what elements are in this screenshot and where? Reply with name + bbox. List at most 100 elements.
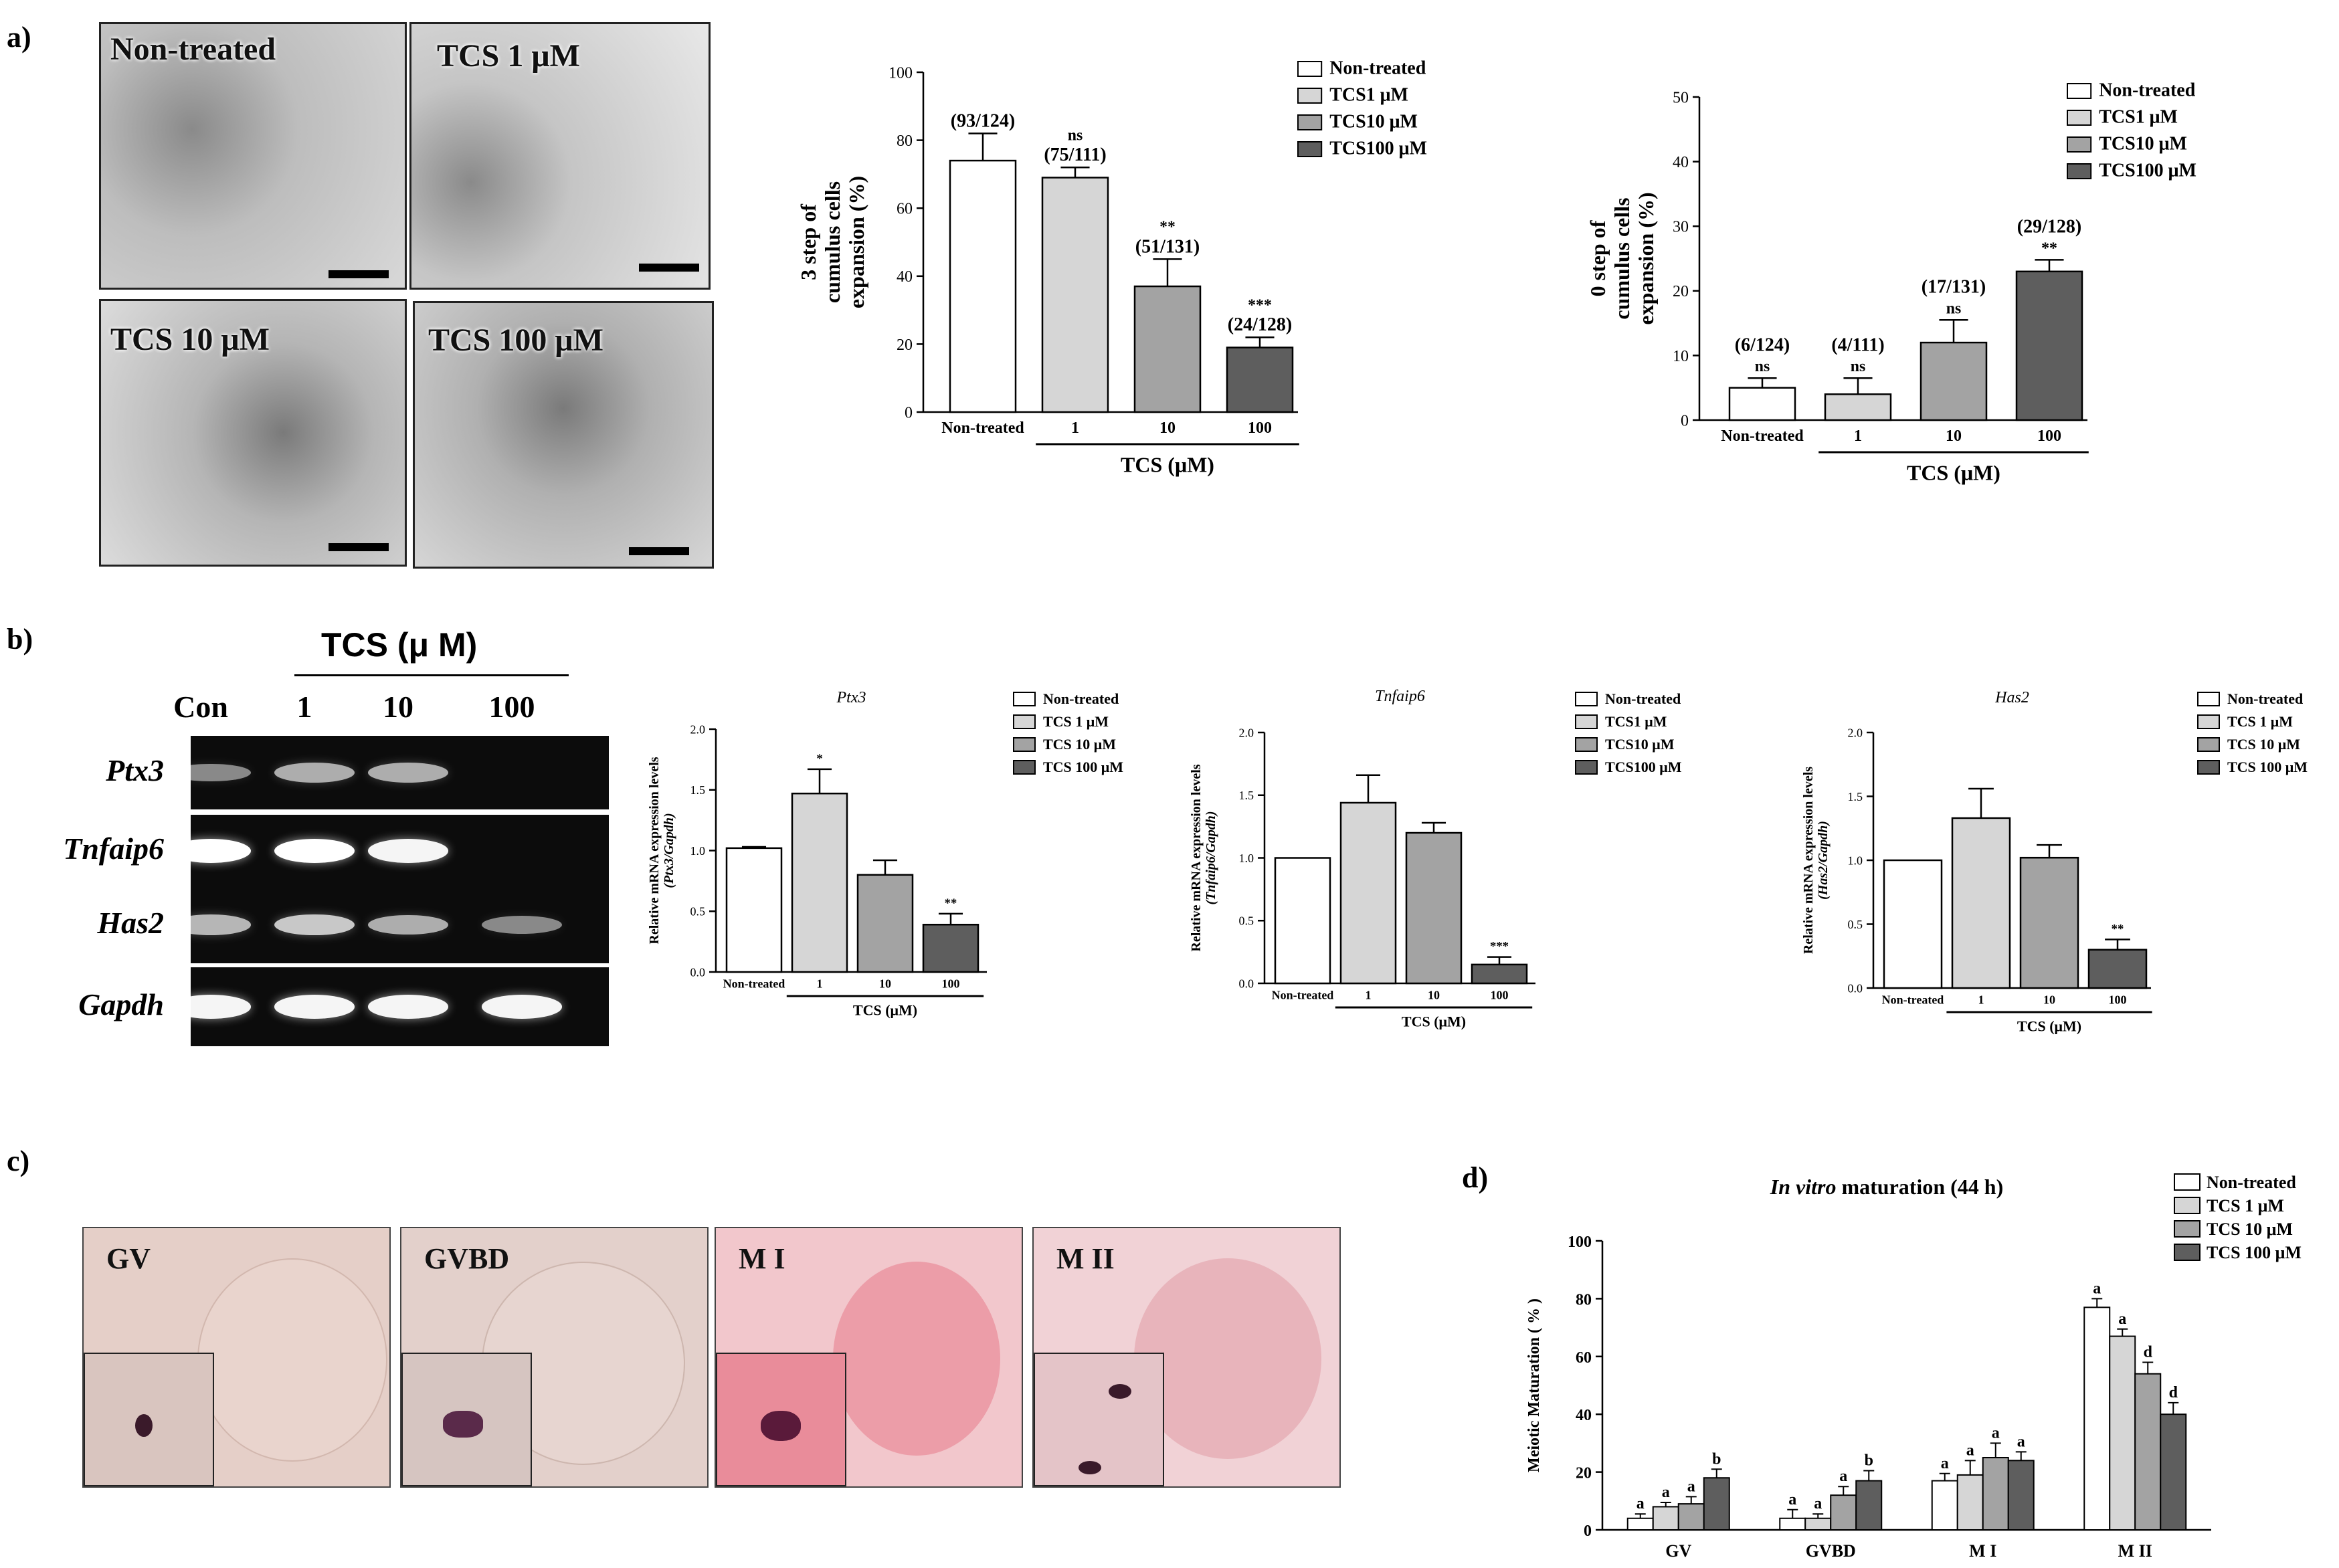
bar xyxy=(1956,1474,1984,1531)
y-axis-label: Relative mRNA expression levels (Ptx3/Gap… xyxy=(647,757,676,944)
scale-bar xyxy=(629,547,689,555)
bar-annotation: ns xyxy=(1946,300,1962,317)
gel-band xyxy=(482,916,562,934)
x-tick-label: 1 xyxy=(817,977,823,990)
x-tick-label: 10 xyxy=(1428,988,1440,1001)
gel-lane-label: 10 xyxy=(383,690,413,724)
legend-label: TCS1 μM xyxy=(2099,107,2178,128)
bar-annotation: (93/124) xyxy=(951,110,1015,131)
bar xyxy=(1405,831,1463,985)
legend-swatch xyxy=(1013,737,1036,752)
bar xyxy=(2087,949,2148,989)
y-tick-label: 30 xyxy=(1673,219,1689,236)
photo-label: TCS 1 μM xyxy=(437,38,580,74)
chart-b2-tnfaip6: 0.0 0.5 1.0 1.5 2.0 Relative mRNA expression … xyxy=(1189,688,1682,1030)
chart-b3-has2: 0.0 0.5 1.0 1.5 2.0 Relative mRNA expression … xyxy=(1801,689,2308,1035)
stain-m2: M II xyxy=(1032,1227,1341,1488)
y-tick-label: 1.5 xyxy=(1848,790,1863,803)
y-axis-label: 0 step of cumulus cells expansion (%) xyxy=(1586,192,1658,324)
gel-band xyxy=(191,763,251,782)
x-tick-label: M II xyxy=(2118,1541,2152,1561)
legend-swatch xyxy=(2197,692,2220,706)
y-tick-label: 1.0 xyxy=(690,844,706,858)
gel-band xyxy=(368,914,448,935)
bar xyxy=(791,792,848,973)
x-tick-label: Non-treated xyxy=(1272,988,1334,1001)
bar-annotation: ** xyxy=(1159,219,1176,236)
x-tick-label: Non-treated xyxy=(1882,993,1944,1006)
bar xyxy=(1779,1517,1806,1531)
photo-label: Non-treated xyxy=(110,31,276,67)
y-tick-label: 1.0 xyxy=(1239,852,1254,865)
x-tick-label: 10 xyxy=(1159,419,1176,437)
legend-label: TCS100 μM xyxy=(2099,161,2196,181)
gel-band xyxy=(274,839,355,863)
x-tick-label: 100 xyxy=(942,977,960,990)
panel-label-b: b) xyxy=(7,623,33,656)
legend-swatch xyxy=(2197,760,2220,775)
y-axis-label-line: Meiotic Maturation ( % ) xyxy=(1525,1298,1543,1472)
legend-swatch xyxy=(2174,1220,2201,1238)
inset xyxy=(1034,1353,1164,1486)
legend-label: TCS 1 μM xyxy=(2207,1196,2284,1215)
legend-label: TCS10 μM xyxy=(2099,134,2187,155)
y-tick-label: 0 xyxy=(1681,412,1689,429)
chromatin xyxy=(1109,1384,1131,1399)
y-axis-label-line: Relative mRNA expression levels xyxy=(1189,764,1204,951)
bar xyxy=(1274,857,1331,985)
legend-label: TCS100 μM xyxy=(1329,138,1427,159)
y-axis-label-line: cumulus cells xyxy=(820,181,844,303)
photo-tcs-1: TCS 1 μM xyxy=(409,22,711,290)
y-tick-label: 40 xyxy=(1673,154,1689,171)
y-tick-label: 2.0 xyxy=(690,722,706,736)
bar-annotation: (75/111) xyxy=(1044,144,1106,165)
bar-annotation: *** xyxy=(1248,296,1272,314)
bar-annotation: (51/131) xyxy=(1135,236,1200,257)
gel-band xyxy=(191,839,251,863)
y-axis-label: 3 step of cumulus cells expansion (%) xyxy=(796,176,868,308)
legend-label: TCS 100 μM xyxy=(1043,759,1123,775)
stain-gvbd: GVBD xyxy=(400,1227,709,1488)
photo-non-treated: Non-treated xyxy=(99,22,407,290)
chart-b1-ptx3: 0.0 0.5 1.0 1.5 2.0 Relative mRNA expression … xyxy=(647,689,1123,1019)
bar xyxy=(2015,270,2083,421)
significance-letter: a xyxy=(1941,1455,1949,1472)
gel-band xyxy=(368,763,448,783)
legend-swatch xyxy=(1013,692,1036,706)
y-tick-label: 0 xyxy=(905,404,913,421)
panel-label-d: d) xyxy=(1462,1161,1489,1194)
x-tick-label: Non-treated xyxy=(941,419,1024,437)
group-label: TCS (μM) xyxy=(853,1002,917,1019)
legend-swatch xyxy=(2067,110,2092,126)
gel-gene-label: Gapdh xyxy=(78,987,164,1021)
bar-annotation: ns xyxy=(1068,126,1083,144)
gel-band xyxy=(368,995,448,1019)
y-tick-label: 10 xyxy=(1673,348,1689,365)
panel-label-a: a) xyxy=(7,21,31,54)
y-tick-label: 1.5 xyxy=(690,783,706,797)
y-tick-label: 0 xyxy=(1584,1523,1592,1540)
y-axis-label-line: 0 step of xyxy=(1586,220,1610,296)
bar xyxy=(1703,1477,1730,1531)
y-tick-label: 60 xyxy=(897,201,913,218)
legend-swatch xyxy=(1013,760,1036,775)
bar xyxy=(1982,1457,2009,1531)
x-tick-label: Non-treated xyxy=(723,977,785,990)
bar xyxy=(2134,1373,2162,1531)
y-axis-label-line: expansion (%) xyxy=(1634,192,1658,324)
bar xyxy=(1652,1506,1679,1531)
bar xyxy=(1041,177,1109,413)
y-axis-label: Meiotic Maturation ( % ) xyxy=(1525,1298,1543,1472)
inset xyxy=(716,1353,846,1486)
bar-annotation: ** xyxy=(2041,239,2057,257)
y-tick-label: 2.0 xyxy=(1239,726,1254,739)
stage-label: GV xyxy=(106,1242,151,1275)
gel-row xyxy=(191,886,609,963)
gel-gene-label: Ptx3 xyxy=(106,753,164,787)
bar xyxy=(2160,1413,2187,1531)
oocyte xyxy=(197,1258,387,1462)
chart-title: Tnfaip6 xyxy=(1375,688,1425,705)
bar-annotation: (24/128) xyxy=(1228,314,1292,335)
x-tick-label: 10 xyxy=(2043,993,2055,1006)
y-tick-label: 100 xyxy=(1568,1234,1592,1251)
